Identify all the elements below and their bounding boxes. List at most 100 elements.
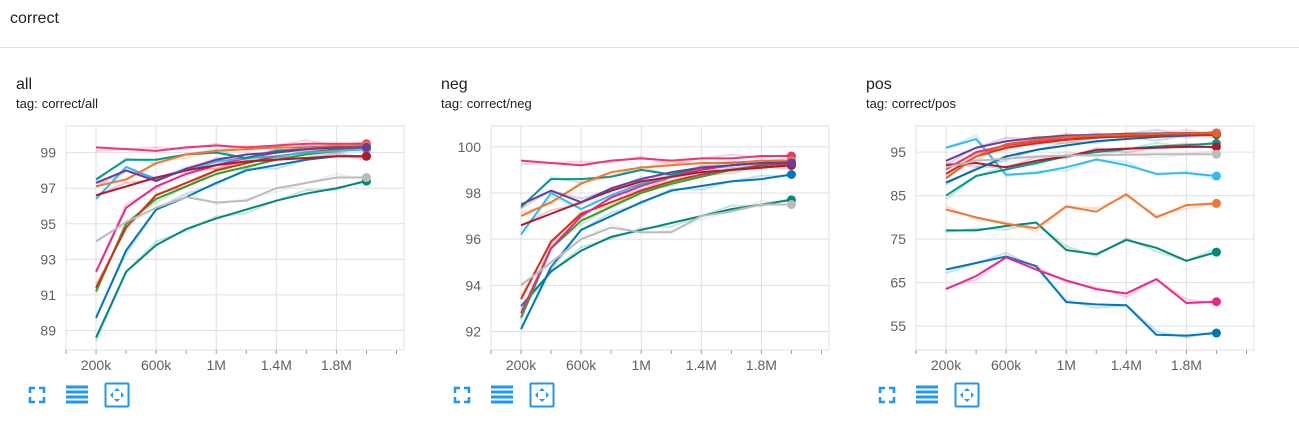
- series-end-dot[interactable]: [1211, 198, 1221, 208]
- series-line[interactable]: [945, 142, 1217, 197]
- chart-card-all: all tag: correct/all 89 91 93 95 97 99 200k 600k…: [0, 70, 420, 432]
- plot-frame: [915, 125, 1255, 351]
- series-line[interactable]: [945, 138, 1217, 178]
- y-tick-label: 97: [40, 180, 56, 196]
- series-line[interactable]: [520, 173, 792, 330]
- series-line[interactable]: [946, 221, 1217, 262]
- toggle-log-scale-icon[interactable]: [64, 382, 90, 408]
- fullscreen-icon[interactable]: [24, 382, 50, 408]
- series-line[interactable]: [520, 159, 792, 217]
- series-line[interactable]: [520, 161, 792, 300]
- y-tick-label: 93: [40, 251, 56, 267]
- tag-prefix: tag:: [866, 96, 888, 111]
- y-tick-label: 65: [890, 275, 906, 291]
- series-end-dot[interactable]: [1211, 128, 1221, 138]
- y-tick-label: 99: [40, 145, 56, 161]
- y-tick-label: 55: [890, 318, 906, 334]
- series-line[interactable]: [95, 146, 367, 184]
- series-end-dot[interactable]: [1211, 297, 1221, 307]
- series-line[interactable]: [520, 198, 792, 307]
- series-line[interactable]: [945, 193, 1217, 230]
- line-chart-all[interactable]: 89 91 93 95 97 99 200k 600k 1M 1.4M 1.8M: [0, 120, 420, 380]
- card-title: pos: [866, 76, 892, 93]
- series-line[interactable]: [520, 164, 792, 319]
- y-tick-label: 92: [465, 324, 481, 340]
- series-line[interactable]: [95, 155, 367, 319]
- series-line[interactable]: [95, 142, 367, 152]
- series-end-dot[interactable]: [786, 200, 796, 210]
- series-end-dot[interactable]: [1211, 247, 1221, 257]
- line-chart-neg[interactable]: 92 94 96 98 100 200k 600k 1M 1.4M 1.8M: [425, 120, 845, 380]
- toggle-log-scale-icon[interactable]: [489, 382, 515, 408]
- x-tick-label: 200k: [81, 357, 112, 373]
- y-tick-label: 75: [890, 231, 906, 247]
- tag-value: correct/pos: [891, 96, 956, 111]
- series-end-dot[interactable]: [786, 158, 796, 168]
- series-group: [95, 139, 367, 342]
- series-line[interactable]: [520, 203, 792, 287]
- series-line[interactable]: [520, 164, 792, 227]
- card-tag: tag: correct/all: [16, 96, 98, 111]
- x-tick-label: 200k: [931, 357, 962, 373]
- series-end-dot[interactable]: [361, 151, 371, 161]
- x-tick-label: 1.8M: [321, 357, 352, 373]
- chart-card-pos: pos tag: correct/pos 55 65 75 85 95 200k 600k 1M…: [850, 70, 1270, 432]
- series-line[interactable]: [945, 133, 1217, 175]
- chart-card-neg: neg tag: correct/neg 92 94 96 98 100 200k 600k 1…: [425, 70, 845, 432]
- y-tick-label: 98: [465, 185, 481, 201]
- series-line[interactable]: [945, 133, 1217, 184]
- y-tick-label: 94: [465, 277, 481, 293]
- y-tick-label: 85: [890, 188, 906, 204]
- tag-value: correct/all: [41, 96, 99, 111]
- series-raw-line: [95, 178, 367, 342]
- y-tick-label: 89: [40, 322, 56, 338]
- fit-domain-icon[interactable]: [104, 382, 130, 408]
- series-end-dot[interactable]: [1211, 149, 1221, 159]
- line-chart-pos[interactable]: 55 65 75 85 95 200k 600k 1M 1.4M 1.8M: [850, 120, 1270, 380]
- series-line[interactable]: [95, 144, 367, 188]
- plot-frame: [65, 125, 405, 351]
- series-end-dot[interactable]: [1211, 328, 1221, 338]
- card-tag: tag: correct/neg: [441, 96, 532, 111]
- series-line[interactable]: [95, 180, 367, 338]
- series-end-dot[interactable]: [786, 169, 796, 179]
- series-line[interactable]: [95, 148, 367, 200]
- fit-domain-icon[interactable]: [954, 382, 980, 408]
- fullscreen-icon[interactable]: [449, 382, 475, 408]
- fit-domain-icon[interactable]: [529, 382, 555, 408]
- x-tick-label: 1M: [631, 357, 650, 373]
- series-raw-line: [520, 199, 792, 285]
- series-end-dot[interactable]: [361, 142, 371, 152]
- toggle-log-scale-icon[interactable]: [914, 382, 940, 408]
- card-title: all: [16, 76, 33, 93]
- series-line[interactable]: [95, 155, 367, 197]
- y-tick-label: 96: [465, 231, 481, 247]
- series-line[interactable]: [945, 131, 1217, 180]
- y-tick-label: 95: [40, 216, 56, 232]
- section-header: correct: [0, 0, 1299, 48]
- x-tick-label: 1.4M: [1111, 357, 1142, 373]
- card-tag: tag: correct/pos: [866, 96, 956, 111]
- series-end-dot[interactable]: [1211, 142, 1221, 152]
- series-end-dot[interactable]: [1211, 171, 1221, 181]
- series-end-dot[interactable]: [361, 173, 371, 183]
- series-line[interactable]: [945, 145, 1217, 169]
- series-line[interactable]: [945, 255, 1217, 337]
- series-line[interactable]: [95, 176, 367, 243]
- series-line[interactable]: [520, 161, 792, 206]
- x-tick-label: 1.8M: [746, 357, 777, 373]
- series-line[interactable]: [945, 256, 1217, 305]
- fullscreen-icon[interactable]: [874, 382, 900, 408]
- series-raw-line: [945, 194, 1217, 233]
- series-raw-line: [945, 256, 1217, 305]
- x-tick-label: 1M: [1056, 357, 1075, 373]
- x-tick-label: 200k: [506, 357, 537, 373]
- tag-prefix: tag:: [441, 96, 463, 111]
- x-tick-label: 600k: [566, 357, 597, 373]
- x-tick-label: 1.4M: [261, 357, 292, 373]
- series-line[interactable]: [520, 155, 792, 167]
- x-tick-label: 1M: [206, 357, 225, 373]
- card-title: neg: [441, 76, 468, 93]
- y-tick-label: 95: [890, 144, 906, 160]
- series-line[interactable]: [945, 153, 1217, 169]
